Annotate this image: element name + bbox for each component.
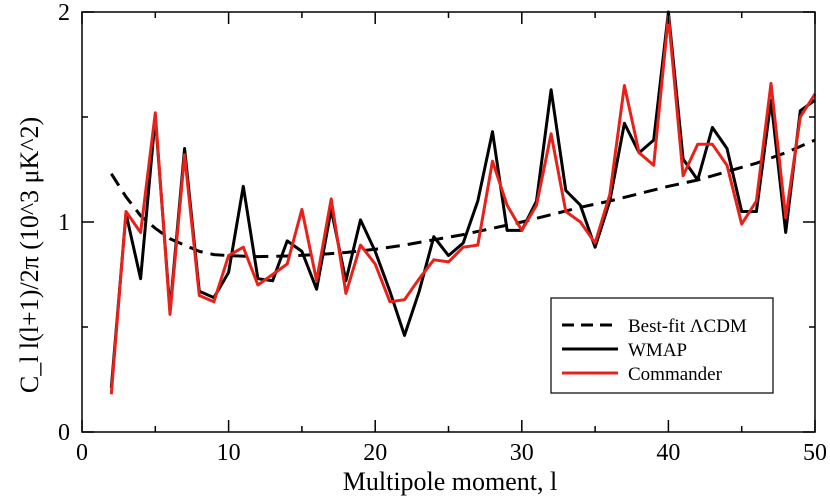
y-tick-label: 1: [58, 210, 70, 236]
x-tick-label: 10: [217, 440, 241, 466]
legend-label-wmap: WMAP: [628, 340, 687, 361]
ticks-layer: 0 10 20 30 40 50 0 1 2: [58, 0, 827, 466]
legend: Best-fit ΛCDM WMAP Commander: [550, 297, 774, 394]
series-line-commander: [109, 14, 817, 395]
series-line-wmap: [109, 10, 816, 389]
series-line-best-fit-cdm: [110, 138, 816, 259]
series-layer: [109, 10, 817, 395]
x-tick-label: 0: [76, 440, 88, 466]
x-tick-label: 30: [510, 440, 534, 466]
legend-box: [550, 297, 774, 394]
legend-label-best-fit: Best-fit ΛCDM: [628, 316, 747, 337]
legend-label-commander: Commander: [628, 364, 723, 385]
x-tick-label: 50: [803, 440, 827, 466]
x-axis-title: Multipole moment, l: [343, 467, 558, 496]
y-axis-title: C_l l(l+1)/2π (10^3 μK^2): [15, 117, 44, 393]
x-tick-label: 20: [363, 440, 387, 466]
x-tick-label: 40: [656, 440, 680, 466]
y-tick-label: 2: [58, 0, 70, 26]
y-tick-label: 0: [58, 420, 70, 446]
